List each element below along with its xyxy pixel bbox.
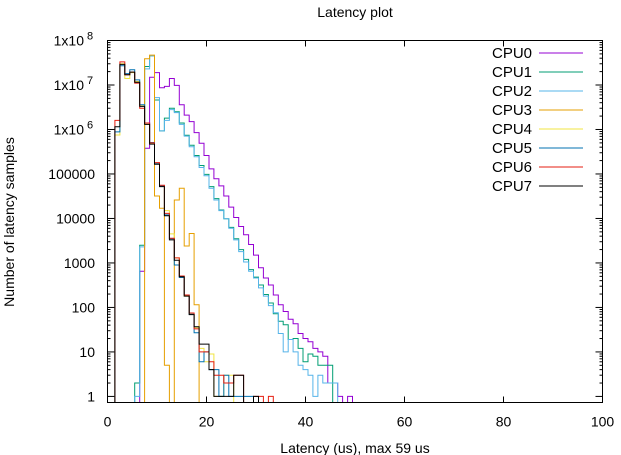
legend-label: CPU1 (492, 64, 532, 81)
plot-border (107, 40, 603, 403)
x-axis-label: Latency (us), max 59 us (280, 440, 429, 455)
y-tick-label: 1000 (64, 255, 95, 271)
chart-title: Latency plot (317, 4, 393, 20)
x-tick-label: 100 (591, 414, 615, 430)
legend-label: CPU5 (492, 140, 532, 157)
legend-label: CPU7 (492, 178, 532, 195)
x-tick-label: 60 (397, 414, 413, 430)
x-tick-label: 0 (104, 414, 112, 430)
y-tick-label: 10000 (56, 210, 95, 226)
series-cpu7-line (114, 63, 259, 403)
legend-label: CPU3 (492, 102, 532, 119)
legend-label: CPU4 (492, 121, 532, 138)
legend-label: CPU6 (492, 159, 532, 176)
y-tick-exponent: 8 (87, 31, 93, 43)
legend: CPU0 CPU1 CPU2 CPU3 CPU4 CPU5 CPU6 CPU7 (492, 45, 583, 195)
y-tick-label: 100000 (48, 166, 95, 182)
plot-series (114, 54, 353, 403)
legend-label: CPU2 (492, 83, 532, 100)
series-cpu1-line (134, 55, 334, 403)
y-tick-label: 1 (87, 388, 95, 404)
y-tick-exponent: 7 (87, 75, 93, 87)
y-tick-label: 1x10 (54, 77, 85, 93)
legend-label: CPU0 (492, 45, 532, 62)
x-tick-label: 20 (199, 414, 215, 430)
series-cpu6-line (114, 61, 274, 403)
x-tick-label: 80 (496, 414, 512, 430)
y-tick-label: 1x10 (54, 121, 85, 137)
y-tick-label: 100 (72, 299, 96, 315)
x-tick-label: 40 (298, 414, 314, 430)
series-cpu2-line (134, 55, 339, 403)
y-tick-exponent: 6 (87, 119, 93, 131)
series-cpu0-line (139, 72, 353, 403)
y-tick-label: 1x10 (54, 33, 85, 49)
y-axis-label: Number of latency samples (1, 137, 17, 307)
y-tick-label: 10 (79, 344, 95, 360)
